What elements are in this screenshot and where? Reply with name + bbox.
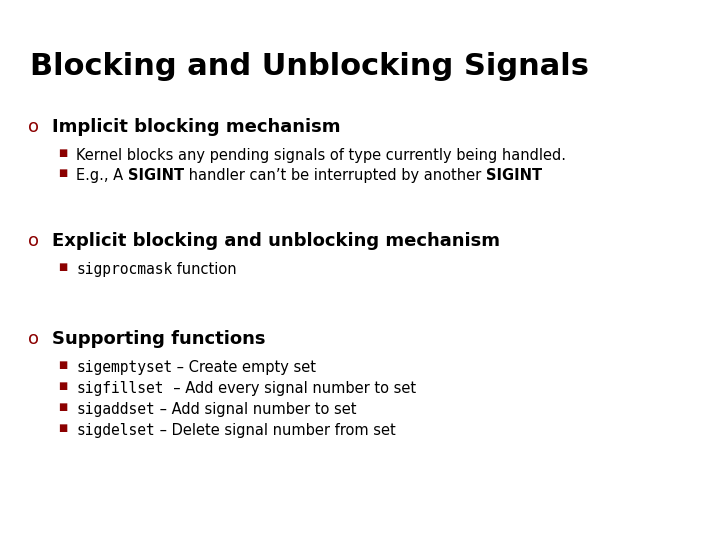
Text: SIGINT: SIGINT <box>127 168 184 183</box>
Text: sigemptyset: sigemptyset <box>76 360 172 375</box>
Text: ■: ■ <box>58 262 67 272</box>
Text: sigfillset: sigfillset <box>76 381 163 396</box>
Text: o: o <box>28 118 39 136</box>
Text: – Delete signal number from set: – Delete signal number from set <box>155 423 395 438</box>
Text: o: o <box>28 330 39 348</box>
Text: ■: ■ <box>58 381 67 391</box>
Text: ■: ■ <box>58 148 67 158</box>
Text: handler can’t be interrupted by another: handler can’t be interrupted by another <box>184 168 486 183</box>
Text: Implicit blocking mechanism: Implicit blocking mechanism <box>52 118 341 136</box>
Text: ■: ■ <box>58 168 67 178</box>
Text: Supporting functions: Supporting functions <box>52 330 266 348</box>
Text: Kernel blocks any pending signals of type currently being handled.: Kernel blocks any pending signals of typ… <box>76 148 566 163</box>
Text: Blocking and Unblocking Signals: Blocking and Unblocking Signals <box>30 52 589 81</box>
Text: function: function <box>172 262 237 277</box>
Text: ■: ■ <box>58 423 67 433</box>
Text: ■: ■ <box>58 402 67 412</box>
Text: – Create empty set: – Create empty set <box>172 360 316 375</box>
Text: E.g., A: E.g., A <box>76 168 127 183</box>
Text: ■: ■ <box>58 360 67 370</box>
Text: – Add signal number to set: – Add signal number to set <box>155 402 356 417</box>
Text: SIGINT: SIGINT <box>486 168 542 183</box>
Text: sigdelset: sigdelset <box>76 423 155 438</box>
Text: sigaddset: sigaddset <box>76 402 155 417</box>
Text: – Add every signal number to set: – Add every signal number to set <box>163 381 415 396</box>
Text: Explicit blocking and unblocking mechanism: Explicit blocking and unblocking mechani… <box>52 232 500 250</box>
Text: sigprocmask: sigprocmask <box>76 262 172 277</box>
Text: o: o <box>28 232 39 250</box>
